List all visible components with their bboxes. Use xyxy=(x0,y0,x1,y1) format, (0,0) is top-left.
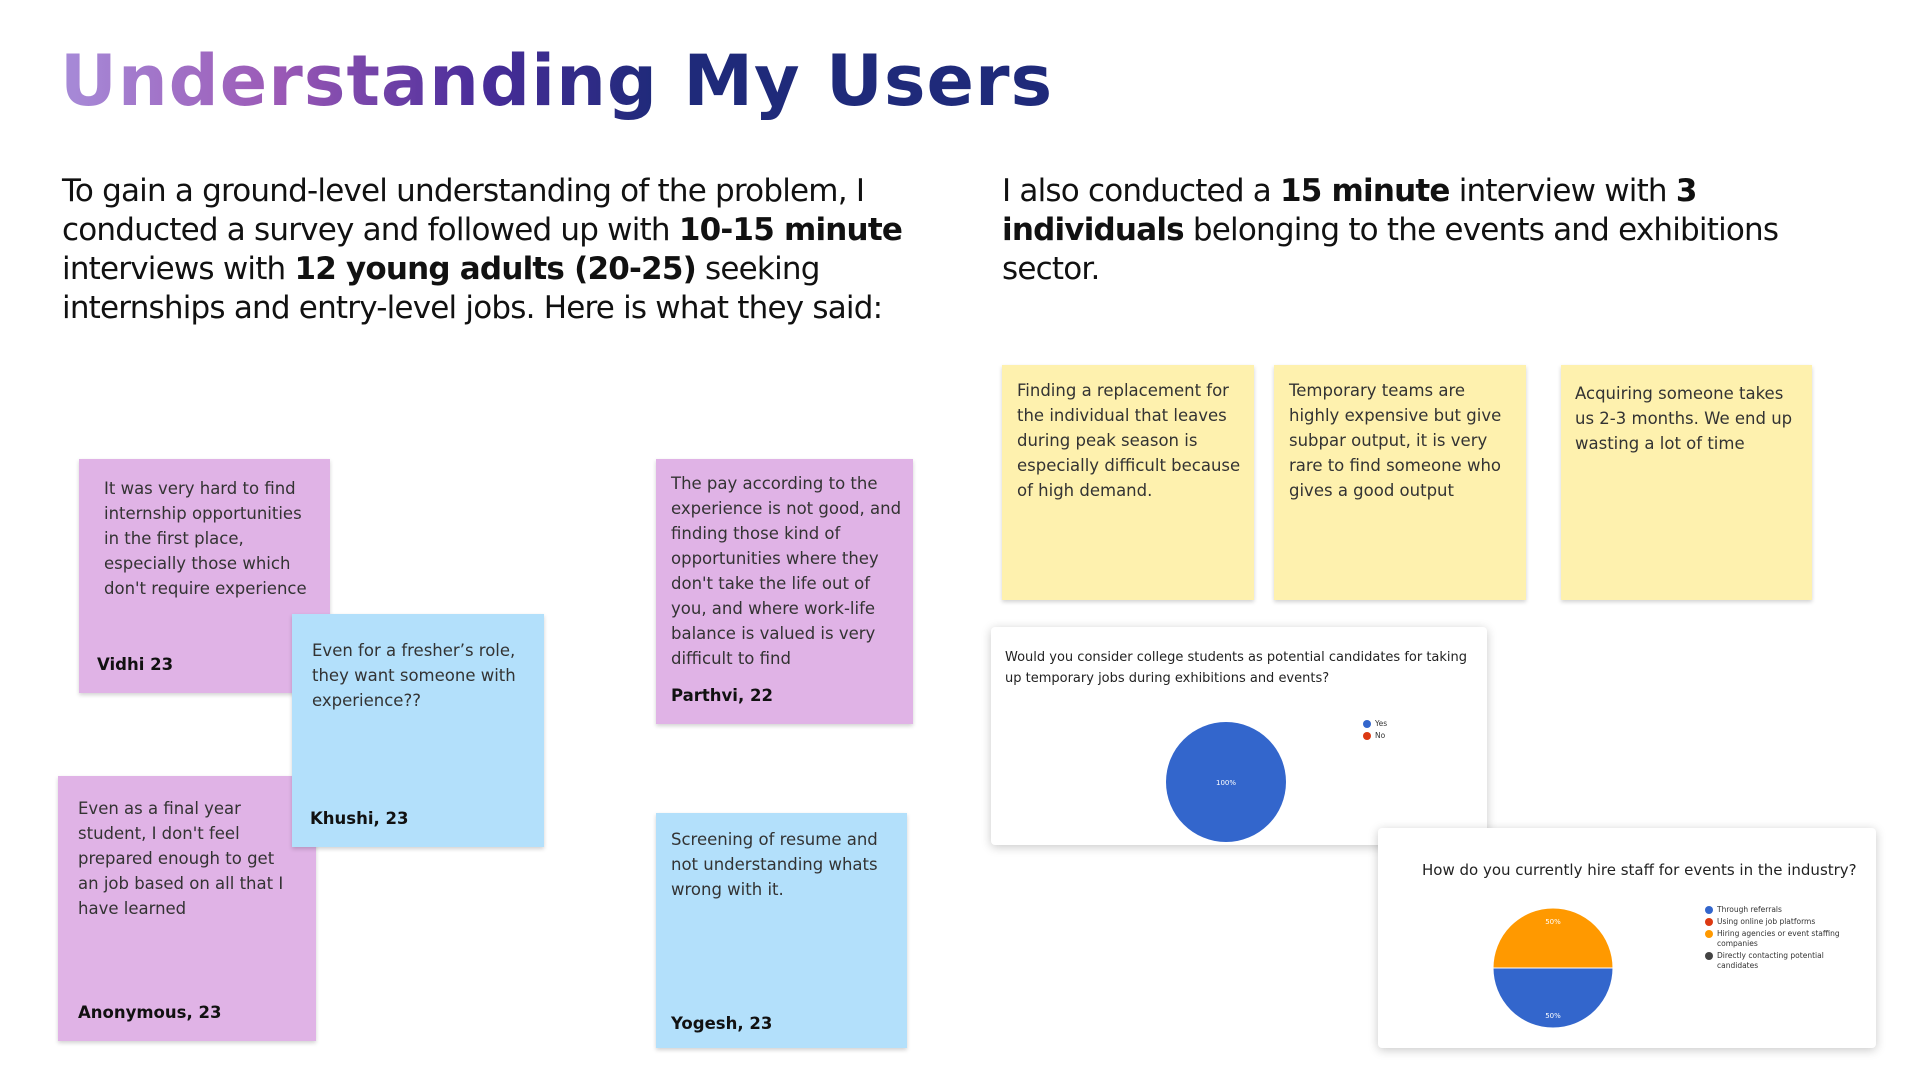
sticky-note-acquiring: Acquiring someone takes us 2-3 months. W… xyxy=(1561,365,1812,600)
note-author: Khushi, 23 xyxy=(310,809,409,828)
note-quote: Finding a replacement for the individual… xyxy=(1017,381,1241,500)
note-quote: Screening of resume and not understandin… xyxy=(671,830,878,899)
chart-legend: Through referrals Using online job platf… xyxy=(1705,905,1865,973)
note-author: Anonymous, 23 xyxy=(78,1003,222,1022)
pie-slice-through-referrals xyxy=(1492,967,1614,1029)
pie-chart-hiring: 50% 50% xyxy=(1492,907,1614,1029)
survey-chart-card-hiring: How do you currently hire staff for even… xyxy=(1378,828,1876,1048)
pie-chart-students: 100% xyxy=(1166,722,1286,842)
legend-label: Hiring agencies or event staffing compan… xyxy=(1717,929,1840,948)
pie-slice-label: 100% xyxy=(1216,779,1236,787)
chart-title: Would you consider college students as p… xyxy=(1005,650,1468,686)
legend-label: No xyxy=(1375,731,1386,740)
intro-emphasis: 15 minute xyxy=(1280,173,1450,209)
note-author: Yogesh, 23 xyxy=(671,1014,773,1033)
sticky-note-anonymous: Even as a final year student, I don't fe… xyxy=(58,776,316,1041)
legend-label: Directly contacting potential candidates xyxy=(1717,951,1824,970)
pie-slice-label: 50% xyxy=(1545,1012,1561,1020)
sticky-note-parthvi: The pay according to the experience is n… xyxy=(656,459,913,724)
intro-text: I also conducted a xyxy=(1002,173,1281,209)
legend-swatch xyxy=(1363,720,1371,728)
intro-text: To gain a ground-level understanding of … xyxy=(62,173,865,248)
legend-swatch xyxy=(1705,906,1713,914)
note-quote: Temporary teams are highly expensive but… xyxy=(1289,381,1502,500)
legend-item-yes: Yes xyxy=(1363,719,1443,729)
intro-text: belonging to the events and exhibitions … xyxy=(1002,212,1779,287)
intro-text: interviews with xyxy=(62,251,295,287)
pie-slice-label: 50% xyxy=(1545,918,1561,926)
legend-swatch xyxy=(1363,732,1371,740)
sticky-note-yogesh: Screening of resume and not understandin… xyxy=(656,813,907,1048)
legend-label: Yes xyxy=(1375,719,1388,728)
intro-text: seeking internships and entry-level jobs… xyxy=(62,251,883,326)
intro-text: interview with xyxy=(1449,173,1676,209)
legend-item-agencies: Hiring agencies or event staffing compan… xyxy=(1705,929,1865,949)
intro-survey-text: To gain a ground-level understanding of … xyxy=(62,172,942,328)
intro-emphasis: 12 young adults (20-25) xyxy=(294,251,696,287)
chart-title: How do you currently hire staff for even… xyxy=(1422,861,1857,879)
chart-legend: Yes No xyxy=(1363,719,1443,743)
survey-chart-card-students: Would you consider college students as p… xyxy=(991,627,1487,845)
note-quote: Even as a final year student, I don't fe… xyxy=(78,799,284,918)
legend-item-direct: Directly contacting potential candidates xyxy=(1705,951,1865,971)
legend-label: Through referrals xyxy=(1717,905,1782,914)
note-author: Vidhi 23 xyxy=(97,655,174,674)
note-author: Parthvi, 22 xyxy=(671,686,773,705)
legend-swatch xyxy=(1705,952,1713,960)
sticky-note-khushi: Even for a fresher’s role, they want som… xyxy=(292,614,544,847)
legend-item-referrals: Through referrals xyxy=(1705,905,1865,915)
intro-interview-text: I also conducted a 15 minute interview w… xyxy=(1002,172,1862,289)
intro-emphasis: 3 individuals xyxy=(1002,173,1697,248)
legend-swatch xyxy=(1705,930,1713,938)
sticky-note-replacement: Finding a replacement for the individual… xyxy=(1002,365,1254,600)
legend-label: Using online job platforms xyxy=(1717,917,1816,926)
note-quote: The pay according to the experience is n… xyxy=(671,474,902,668)
legend-swatch xyxy=(1705,918,1713,926)
note-quote: Even for a fresher’s role, they want som… xyxy=(312,641,516,710)
note-quote: Acquiring someone takes us 2-3 months. W… xyxy=(1575,384,1793,453)
sticky-note-vidhi: It was very hard to find internship oppo… xyxy=(79,459,330,693)
pie-slice-yes xyxy=(1166,722,1286,842)
page-title: Understanding My Users xyxy=(60,40,1054,122)
note-quote: It was very hard to find internship oppo… xyxy=(104,479,307,598)
intro-emphasis: 10-15 minute xyxy=(678,212,903,248)
pie-slice-hiring-agencies-or-event-staffing-companies xyxy=(1492,907,1614,969)
legend-item-no: No xyxy=(1363,731,1443,741)
sticky-note-temporary-teams: Temporary teams are highly expensive but… xyxy=(1274,365,1526,600)
legend-item-online: Using online job platforms xyxy=(1705,917,1865,927)
